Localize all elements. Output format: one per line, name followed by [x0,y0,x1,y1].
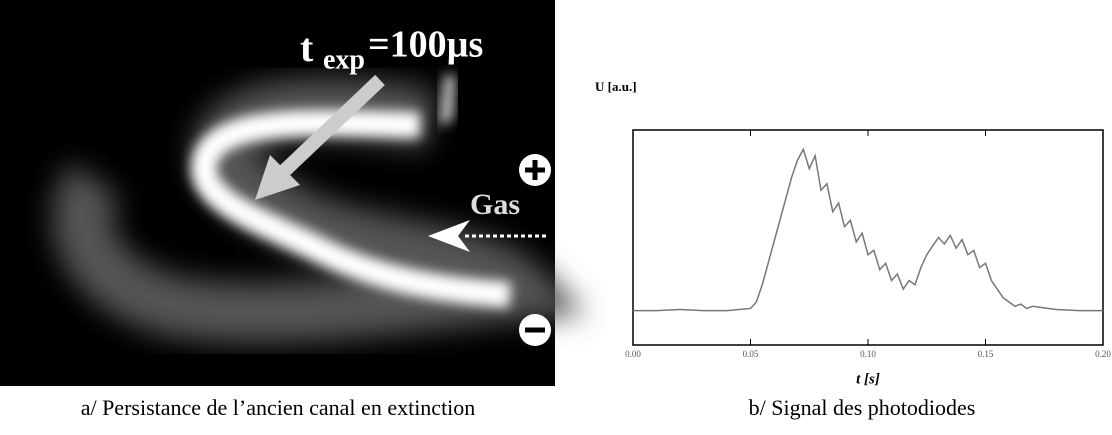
x-tick-label: 0.15 [978,349,994,359]
x-tick-label: 0.00 [625,349,641,359]
label-time: =100µs [368,24,483,66]
label-t: t [300,25,314,70]
caption-b: b/ Signal des photodiodes [749,395,976,420]
plot-frame [632,129,1104,346]
y-axis-label: U [a.u.] [595,79,637,94]
glow-channel [191,109,511,308]
label-gas: Gas [470,188,520,221]
label-exp: exp [323,44,365,75]
x-axis-label: t [s] [856,371,880,387]
plus-sign [525,160,545,180]
x-tick-label: 0.05 [743,349,759,359]
arrow [275,74,385,181]
signal-line [633,147,1103,312]
caption-a: a/ Persistance de l’ancien canal en exti… [81,395,476,420]
glow-spot [440,75,455,125]
gas-arrow-head [428,220,470,252]
x-tick-label: 0.20 [1095,349,1111,359]
arrow-head [255,155,300,200]
x-tick-label: 0.10 [860,349,876,359]
